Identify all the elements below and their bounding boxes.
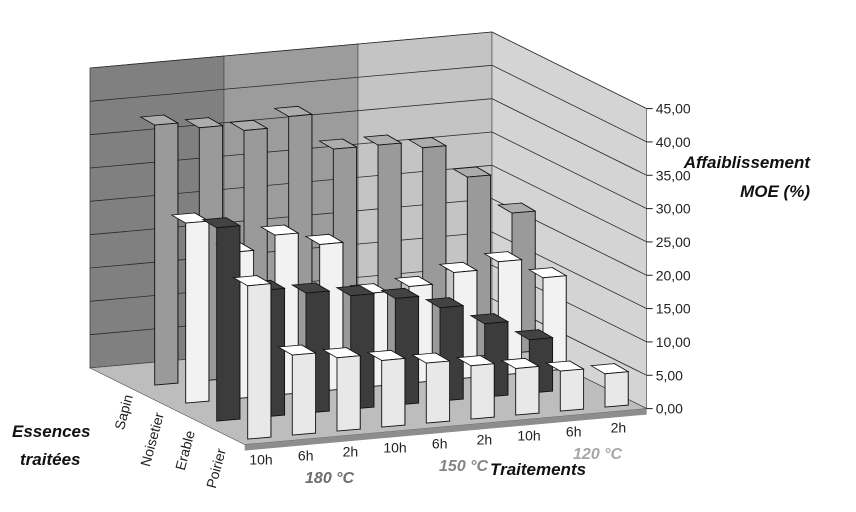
gridline	[89, 64, 647, 143]
group-label: 180 °C	[305, 470, 355, 487]
series-label: Noisetier	[137, 410, 167, 468]
x-category-label: 10h	[249, 452, 272, 468]
group-labels: 180 °C 150 °C 120 °C	[305, 446, 623, 487]
z-axis-title-line1: Essences	[12, 422, 90, 441]
y-tick-label: 25,00	[656, 234, 691, 250]
y-tick-label: 5,00	[656, 367, 683, 383]
x-category-label: 10h	[383, 440, 406, 456]
y-tick-label: 40,00	[656, 134, 691, 150]
y-tick-label: 20,00	[656, 267, 691, 283]
y-axis-title-line1: Affaiblissement	[683, 153, 812, 172]
x-category-labels: 10h 6h 2h 10h 6h 2h 10h 6h 2h	[249, 420, 626, 468]
group-label: 120 °C	[573, 446, 623, 463]
bar-front	[216, 225, 241, 422]
bar	[232, 274, 273, 440]
series-label: Sapin	[111, 393, 136, 432]
x-category-label: 10h	[517, 428, 540, 444]
bar	[170, 212, 211, 404]
gridline	[89, 98, 647, 176]
z-axis-title-line2: traitées	[20, 450, 80, 469]
x-category-label: 6h	[566, 424, 582, 440]
bar	[277, 344, 317, 436]
gridline	[89, 31, 647, 109]
y-tick-label: 30,00	[656, 201, 691, 217]
y-tick-label: 10,00	[656, 334, 691, 350]
bar-front	[247, 283, 272, 440]
bar	[545, 360, 585, 412]
group-label: 150 °C	[439, 458, 489, 475]
bar-front	[381, 357, 406, 428]
bar	[527, 266, 568, 372]
bar-front	[559, 368, 585, 412]
bar	[380, 287, 420, 406]
bar	[500, 357, 541, 416]
gridline	[89, 131, 647, 209]
bar-front	[154, 122, 179, 386]
x-category-label: 2h	[611, 420, 627, 436]
bar	[290, 282, 331, 414]
x-category-label: 2h	[343, 444, 359, 460]
bar	[321, 346, 362, 432]
bar	[411, 352, 451, 424]
y-axis-ticks: 0,00 5,00 10,00 15,00 20,00 25,00 30,00 35,00 40…	[646, 101, 691, 417]
bar-front	[515, 365, 540, 416]
bar	[201, 216, 242, 422]
x-category-label: 6h	[298, 448, 314, 464]
series-label: Poirier	[203, 446, 229, 490]
y-tick-label: 15,00	[656, 301, 691, 317]
gridline	[89, 164, 647, 243]
bar-front	[425, 360, 451, 424]
bar	[139, 114, 180, 386]
bar-front	[291, 352, 317, 436]
bar-front	[470, 363, 495, 420]
y-tick-label: 0,00	[656, 401, 683, 417]
series-label: Erable	[172, 428, 198, 471]
y-axis-title-line2: MOE (%)	[740, 182, 810, 201]
y-tick-label: 45,00	[656, 101, 691, 117]
bar-front	[185, 220, 210, 404]
x-category-label: 6h	[432, 436, 448, 452]
floor-edge	[244, 408, 647, 451]
bar	[455, 354, 496, 420]
x-axis-title: Traitements	[490, 460, 586, 479]
bar-front	[336, 355, 361, 432]
bar-front	[604, 371, 629, 408]
bar	[366, 349, 407, 428]
x-category-label: 2h	[477, 432, 493, 448]
bar	[589, 362, 630, 408]
y-tick-label: 35,00	[656, 167, 691, 183]
bars	[139, 105, 630, 440]
